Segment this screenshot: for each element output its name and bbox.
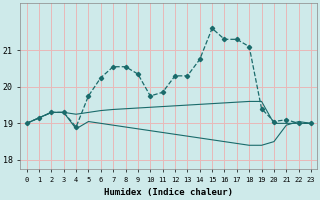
X-axis label: Humidex (Indice chaleur): Humidex (Indice chaleur) <box>104 188 233 197</box>
